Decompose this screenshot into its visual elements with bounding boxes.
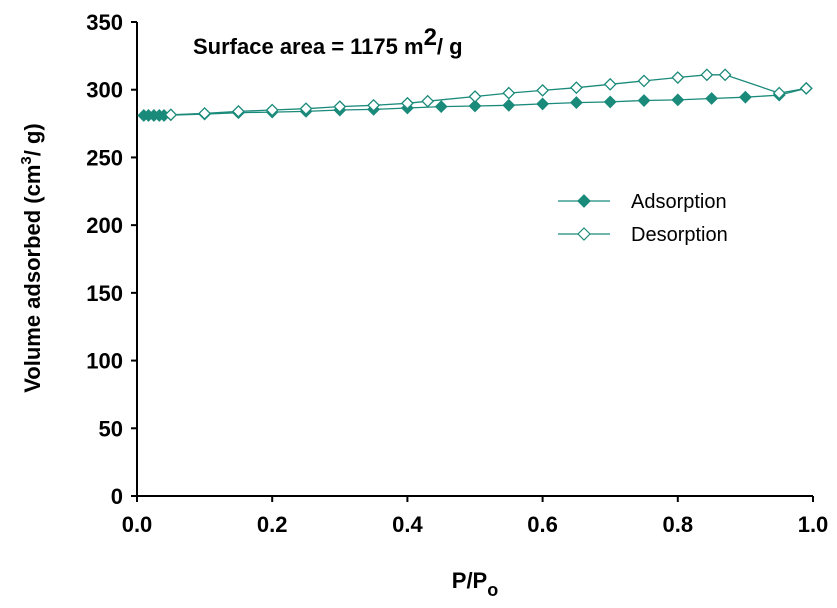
desorption-point — [718, 68, 732, 82]
legend: Adsorption Desorption — [558, 191, 728, 246]
desorption-point — [231, 104, 245, 118]
desorption-point — [637, 74, 651, 88]
x-tick-label: 0.0 — [122, 512, 153, 537]
desorption-point — [265, 103, 279, 117]
adsorption-point — [502, 98, 516, 112]
desorption-point — [421, 94, 435, 108]
y-tick-label: 0 — [111, 484, 123, 509]
legend-item-desorption: Desorption — [558, 224, 728, 246]
legend-adsorption-marker — [577, 194, 591, 208]
x-tick-label: 1.0 — [798, 512, 829, 537]
y-tick-label: 100 — [86, 349, 123, 374]
axis-ticks: 0 50 100 150 200 250 300 350 0.0 0.2 0.4 0.6 0.8 1.0 — [86, 10, 828, 537]
adsorption-point — [468, 99, 482, 113]
annotation-text: Surface area = 1175 m — [193, 34, 424, 59]
x-tick-label: 0.4 — [392, 512, 423, 537]
desorption-point — [502, 86, 516, 100]
desorption-point — [569, 81, 583, 95]
y-tick-label: 350 — [86, 10, 123, 35]
adsorption-point — [738, 90, 752, 104]
y-tick-label: 200 — [86, 213, 123, 238]
x-axis-title-subscript: o — [487, 580, 498, 600]
legend-item-adsorption: Adsorption — [558, 191, 727, 213]
plot-frame — [136, 22, 813, 497]
desorption-point — [468, 90, 482, 103]
y-tick-label: 300 — [86, 78, 123, 103]
adsorption-point — [637, 94, 651, 107]
adsorption-point — [569, 96, 583, 109]
surface-area-annotation: Surface area = 1175 m2/ g — [193, 24, 463, 59]
y-tick-label: 250 — [86, 145, 123, 170]
y-axis-title-main: Volume adsorbed (cm — [20, 165, 45, 393]
x-axis-title-main: P/P — [452, 568, 487, 593]
desorption-point — [198, 106, 212, 120]
desorption-point — [799, 81, 813, 95]
legend-desorption-label: Desorption — [631, 224, 728, 246]
desorption-point — [299, 102, 313, 116]
y-axis-title: Volume adsorbed (cm3/ g) — [18, 123, 45, 393]
x-tick-label: 0.8 — [663, 512, 694, 537]
desorption-point — [400, 96, 414, 110]
adsorption-point — [536, 97, 550, 111]
y-axis-title-superscript: 3 — [18, 156, 35, 164]
annotation-suffix: / g — [437, 34, 463, 59]
adsorption-point — [603, 95, 617, 109]
annotation-superscript: 2 — [424, 24, 437, 51]
desorption-point — [367, 98, 381, 112]
legend-desorption-marker — [577, 227, 591, 241]
desorption-point — [671, 71, 685, 84]
y-tick-label: 50 — [99, 416, 123, 441]
x-tick-label: 0.6 — [527, 512, 558, 537]
adsorption-point — [434, 100, 448, 114]
desorption-point — [772, 86, 786, 100]
x-tick-label: 0.2 — [257, 512, 288, 537]
desorption-point — [333, 100, 347, 114]
adsorption-point — [671, 93, 685, 107]
desorption-point — [603, 77, 617, 91]
legend-adsorption-label: Adsorption — [631, 191, 727, 213]
x-axis-title: P/Po — [452, 568, 498, 600]
y-axis-title-suffix: / g) — [20, 123, 45, 156]
desorption-point — [700, 68, 714, 82]
desorption-point — [164, 108, 178, 122]
y-tick-label: 150 — [86, 281, 123, 306]
adsorption-point — [705, 92, 719, 105]
desorption-point — [536, 83, 550, 97]
series-layer — [137, 68, 813, 122]
